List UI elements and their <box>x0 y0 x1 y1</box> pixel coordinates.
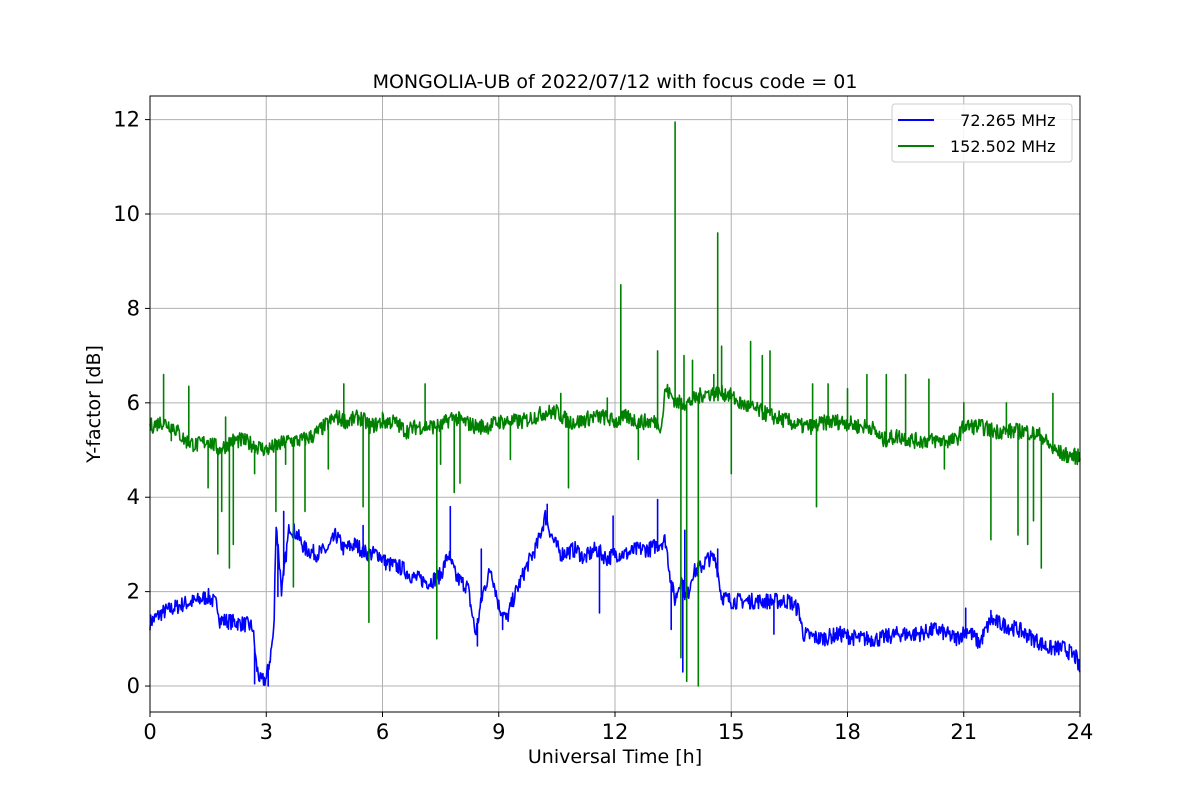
x-tick-label: 18 <box>834 720 861 744</box>
x-tick-label: 6 <box>376 720 389 744</box>
y-tick-label: 10 <box>113 202 140 226</box>
x-tick-label: 3 <box>260 720 273 744</box>
y-tick-label: 12 <box>113 108 140 132</box>
y-tick-label: 8 <box>127 296 140 320</box>
x-tick-label: 21 <box>950 720 977 744</box>
x-tick-label: 9 <box>492 720 505 744</box>
x-tick-label: 12 <box>602 720 629 744</box>
legend: 72.265 MHz 152.502 MHz <box>891 103 1073 163</box>
y-tick-label: 6 <box>127 391 140 415</box>
series-line-0 <box>149 498 1081 687</box>
series-line-1 <box>149 121 1081 687</box>
legend-label: 72.265 MHz <box>950 111 1055 130</box>
y-tick-label: 0 <box>127 674 140 698</box>
chart-title: MONGOLIA-UB of 2022/07/12 with focus cod… <box>373 71 858 93</box>
legend-label: 152.502 MHz <box>950 137 1055 156</box>
x-axis-label: Universal Time [h] <box>528 746 702 768</box>
x-tick-label: 0 <box>143 720 156 744</box>
legend-box <box>891 103 1073 163</box>
y-axis-label: Y-factor [dB] <box>83 345 105 464</box>
plot-area <box>149 121 1081 687</box>
x-tick-label: 24 <box>1067 720 1094 744</box>
x-tick-label: 15 <box>718 720 745 744</box>
y-tick-label: 4 <box>127 485 140 509</box>
y-tick-label: 2 <box>127 580 140 604</box>
